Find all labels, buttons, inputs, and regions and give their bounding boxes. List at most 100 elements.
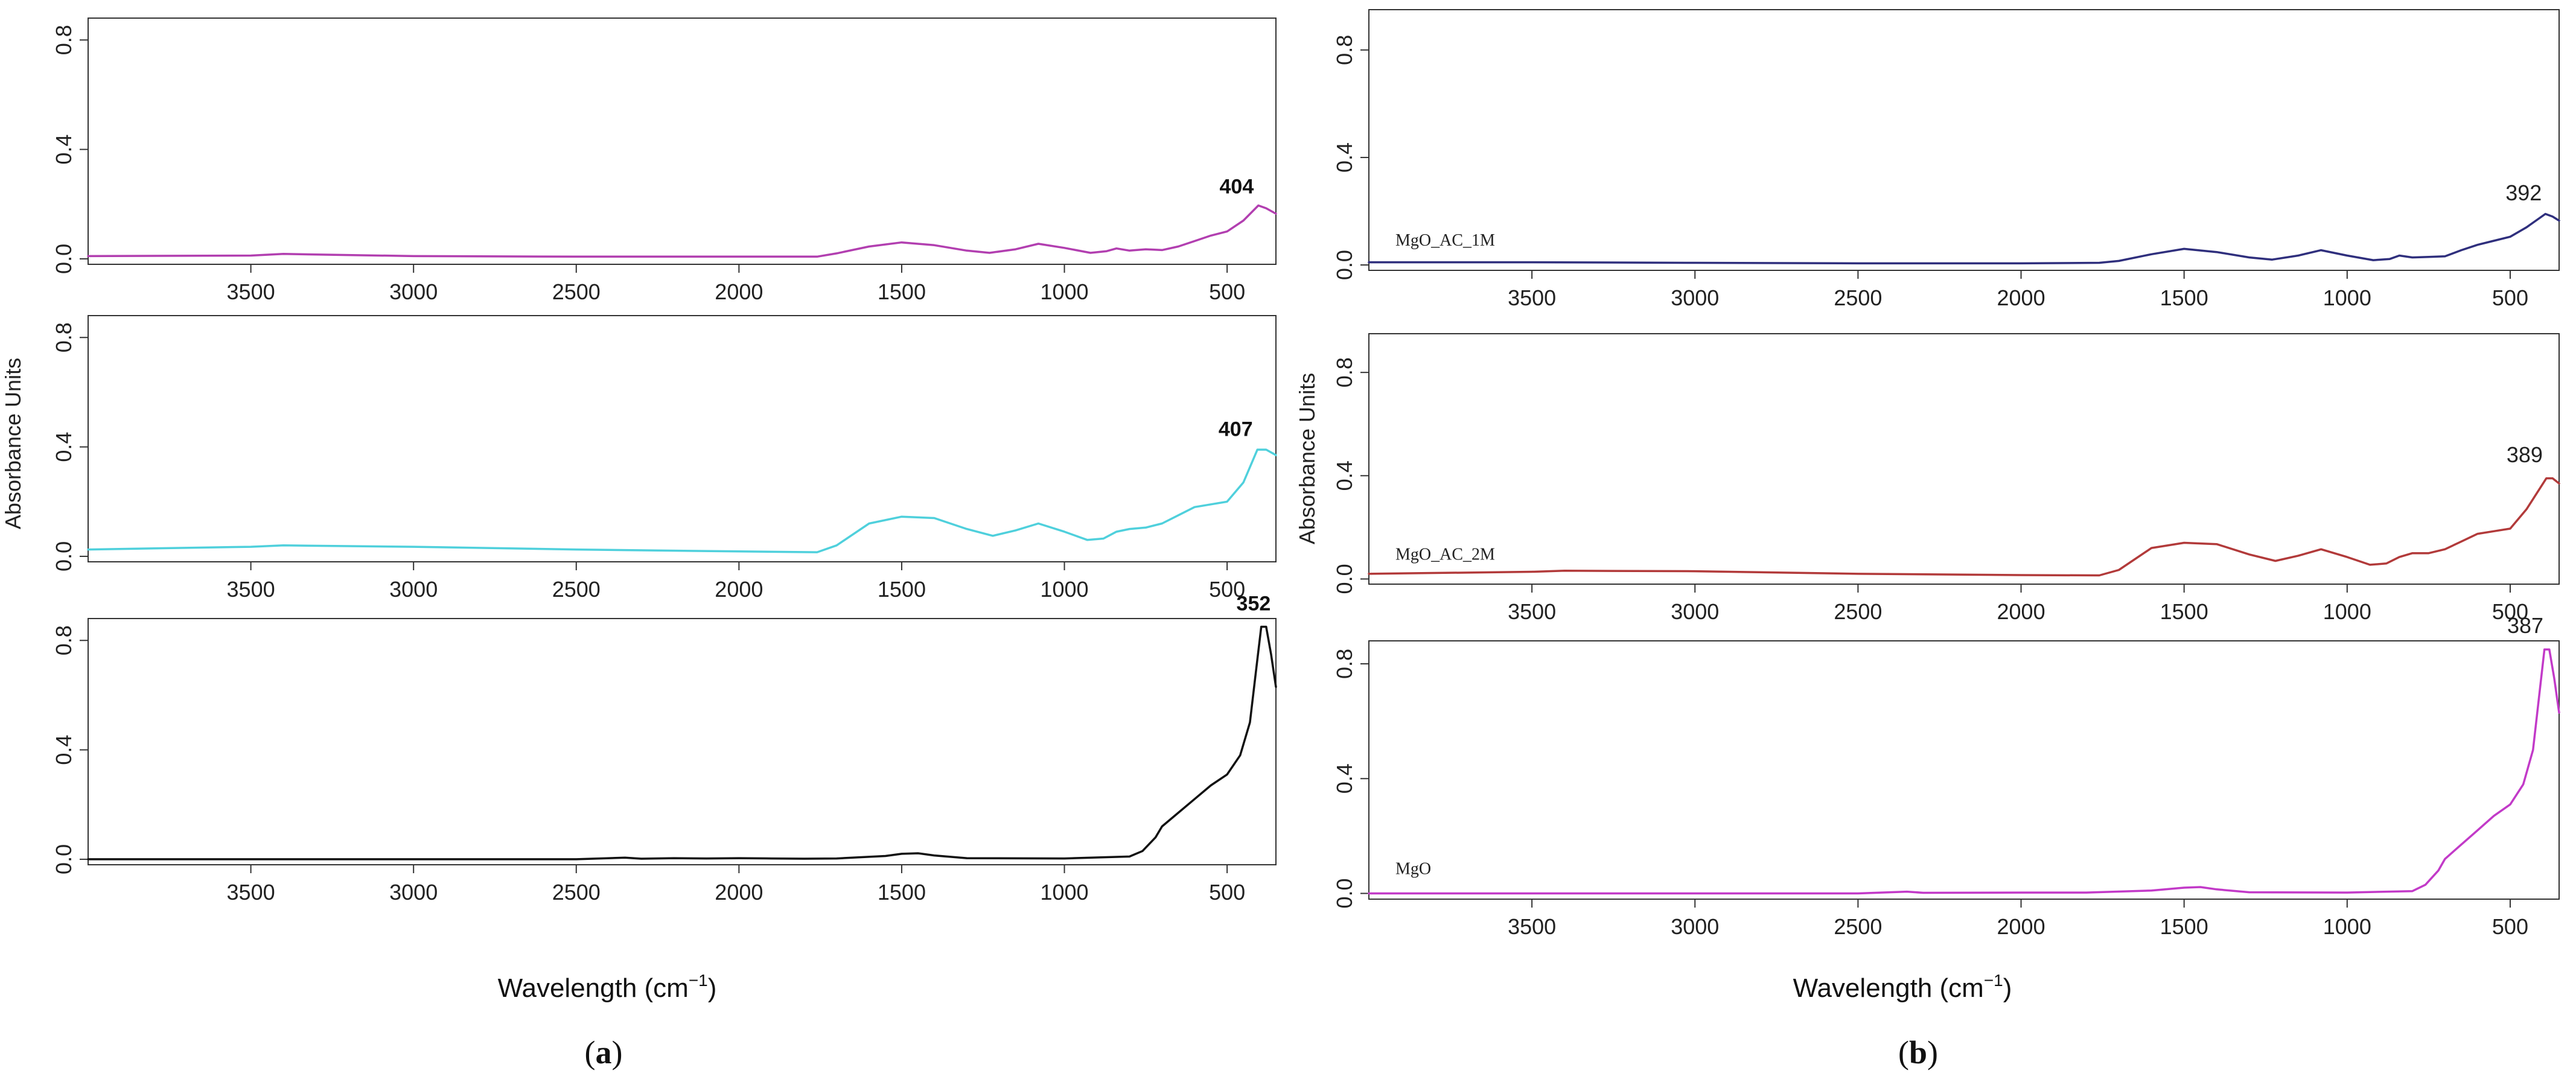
x-axis-label-a: Wavelength (cm−1) bbox=[498, 971, 717, 1003]
chart-b-top-series-line bbox=[1368, 212, 2560, 265]
chart-a-middle-y-tick-label: 0.4 bbox=[51, 432, 76, 462]
chart-a-bottom-y-tick-label: 0.4 bbox=[51, 735, 76, 765]
chart-b-bottom-y-tick-label: 0.4 bbox=[1332, 763, 1357, 794]
chart-b-top-x-tick-label: 2500 bbox=[1834, 285, 1882, 310]
chart-a-bottom-peak-label: 352 bbox=[1237, 593, 1271, 616]
chart-a-middle-y-tick-label: 0.8 bbox=[51, 322, 76, 352]
panel-label-a-close: ) bbox=[612, 1034, 623, 1071]
plots-layer: 3500 3000 2500 2000 1500 1000 500 0.0 0.4 0.8 404 3… bbox=[51, 9, 2560, 939]
chart-a-bottom-y-tick-label: 0.8 bbox=[51, 625, 76, 655]
chart-b-top-sample-label: MgO_AC_1M bbox=[1395, 231, 1495, 250]
panel-label-b-open: ( bbox=[1898, 1034, 1909, 1071]
chart-b-top-x-tick-label: 1000 bbox=[2323, 285, 2371, 310]
x-axis-label-a-main: Wavelength (cm bbox=[498, 973, 689, 1003]
chart-a-top-x-tick-label: 2000 bbox=[715, 279, 763, 304]
chart-b-bottom-y-tick-label: 0.0 bbox=[1332, 878, 1357, 908]
chart-a-middle-x-tick-label: 3000 bbox=[389, 577, 438, 602]
chart-b-top-y-tick-label: 0.8 bbox=[1332, 35, 1357, 65]
chart-a-top-series-line bbox=[87, 204, 1277, 258]
x-axis-label-b-sup: −1 bbox=[1984, 971, 2003, 990]
x-axis-label-b: Wavelength (cm−1) bbox=[1793, 971, 2012, 1003]
chart-a-bottom-x-tick-label: 2000 bbox=[715, 880, 763, 905]
chart-b-top-x-tick-label: 2000 bbox=[1997, 285, 2045, 310]
panel-label-b: (b) bbox=[1898, 1034, 1938, 1071]
panel-label-a-letter: a bbox=[596, 1034, 612, 1071]
x-axis-label-b-close: ) bbox=[2003, 973, 2012, 1003]
chart-b-top-x-tick-label: 500 bbox=[2492, 285, 2528, 310]
chart-a-top-x-tick-label: 3500 bbox=[227, 279, 275, 304]
panel-label-b-letter: b bbox=[1909, 1034, 1927, 1071]
chart-a-middle-x-tick-label: 3500 bbox=[227, 577, 275, 602]
chart-b-top-peak-label: 392 bbox=[2505, 180, 2542, 205]
chart-b-top-x-tick-label: 3000 bbox=[1671, 285, 1719, 310]
chart-b-middle-y-tick-label: 0.4 bbox=[1332, 460, 1357, 491]
chart-a-bottom-frame bbox=[88, 618, 1277, 865]
chart-b-middle-sample-label: MgO_AC_2M bbox=[1395, 545, 1495, 564]
chart-b-bottom-x-tick-label: 3000 bbox=[1671, 914, 1719, 939]
chart-b-top-x-tick-label: 1500 bbox=[2160, 285, 2208, 310]
chart-a-top-y-tick-label: 0.0 bbox=[51, 244, 76, 274]
chart-a-middle-y-tick-label: 0.0 bbox=[51, 541, 76, 571]
chart-b-top-y-tick-label: 0.4 bbox=[1332, 142, 1357, 173]
chart-b-bottom-series-line bbox=[1368, 648, 2560, 895]
chart-b-middle-x-tick-label: 2500 bbox=[1834, 599, 1882, 624]
chart-a-bottom-x-tick-label: 500 bbox=[1209, 880, 1245, 905]
chart-a-middle-x-tick-label: 500 bbox=[1209, 577, 1245, 602]
y-axis-label-a: Absorbance Units bbox=[1, 358, 25, 529]
chart-b-bottom-sample-label: MgO bbox=[1395, 859, 1431, 878]
chart-a-top-x-tick-label: 3000 bbox=[389, 279, 438, 304]
chart-a-middle: 3500 3000 2500 2000 1500 1000 500 0.0 0.4 0.8 407 bbox=[51, 315, 1277, 602]
chart-b-middle-frame bbox=[1368, 333, 2560, 585]
chart-b-top-x-tick-label: 3500 bbox=[1508, 285, 1556, 310]
chart-b-bottom-x-tick-label: 1000 bbox=[2323, 914, 2371, 939]
chart-b-bottom-x-tick-label: 2000 bbox=[1997, 914, 2045, 939]
chart-a-bottom-series-line bbox=[87, 625, 1277, 861]
chart-b-middle-x-tick-label: 500 bbox=[2492, 599, 2528, 624]
chart-a-middle-x-tick-label: 1000 bbox=[1040, 577, 1088, 602]
panel-label-a: (a) bbox=[585, 1034, 623, 1071]
chart-a-bottom-y-tick-label: 0.0 bbox=[51, 844, 76, 874]
x-axis-label-a-close: ) bbox=[708, 973, 717, 1003]
chart-b-top-y-tick-label: 0.0 bbox=[1332, 250, 1357, 280]
chart-a-top-y-tick-label: 0.8 bbox=[51, 25, 76, 55]
chart-b-middle-y-tick-label: 0.0 bbox=[1332, 564, 1357, 594]
chart-a-middle-x-tick-label: 2000 bbox=[715, 577, 763, 602]
chart-b-middle-peak-label: 389 bbox=[2507, 442, 2543, 467]
chart-a-top-frame bbox=[88, 18, 1277, 265]
chart-a-bottom-x-tick-label: 3000 bbox=[389, 880, 438, 905]
chart-a-middle-x-tick-label: 2500 bbox=[552, 577, 601, 602]
chart-a-top: 3500 3000 2500 2000 1500 1000 500 0.0 0.4 0.8 404 bbox=[51, 18, 1277, 304]
chart-b-middle-x-tick-label: 3500 bbox=[1508, 599, 1556, 624]
chart-b-middle-x-tick-label: 1500 bbox=[2160, 599, 2208, 624]
chart-a-top-y-tick-label: 0.4 bbox=[51, 135, 76, 165]
chart-b-bottom-x-tick-label: 3500 bbox=[1508, 914, 1556, 939]
chart-b-bottom-peak-label: 387 bbox=[2507, 613, 2543, 638]
chart-b-middle-x-tick-label: 2000 bbox=[1997, 599, 2045, 624]
chart-b-bottom-frame bbox=[1368, 640, 2560, 900]
chart-a-top-x-tick-label: 1000 bbox=[1040, 279, 1088, 304]
chart-a-bottom-x-tick-label: 2500 bbox=[552, 880, 601, 905]
chart-b-middle: 3500 3000 2500 2000 1500 1000 500 0.0 0.4 0.8 389 M… bbox=[1332, 333, 2560, 624]
chart-a-middle-peak-label: 407 bbox=[1219, 418, 1253, 441]
chart-a-bottom-x-tick-label: 3500 bbox=[227, 880, 275, 905]
chart-b-middle-x-tick-label: 1000 bbox=[2323, 599, 2371, 624]
chart-a-bottom-x-tick-label: 1000 bbox=[1040, 880, 1088, 905]
chart-a-bottom: 3500 3000 2500 2000 1500 1000 500 0.0 0.4 0.8 352 bbox=[51, 593, 1277, 905]
chart-a-middle-series-line bbox=[87, 448, 1277, 553]
chart-b-bottom-x-tick-label: 2500 bbox=[1834, 914, 1882, 939]
panel-label-b-close: ) bbox=[1927, 1034, 1938, 1071]
chart-a-top-x-tick-label: 2500 bbox=[552, 279, 601, 304]
chart-b-middle-y-tick-label: 0.8 bbox=[1332, 357, 1357, 387]
chart-b-middle-x-tick-label: 3000 bbox=[1671, 599, 1719, 624]
chart-b-top: 3500 3000 2500 2000 1500 1000 500 0.0 0.4 0.8 392 M… bbox=[1332, 9, 2560, 310]
chart-b-middle-series-line bbox=[1368, 477, 2560, 577]
chart-b-bottom-x-tick-label: 500 bbox=[2492, 914, 2528, 939]
chart-b-bottom: 3500 3000 2500 2000 1500 1000 500 0.0 0.4 0.8 387 M… bbox=[1332, 613, 2560, 939]
chart-a-middle-frame bbox=[88, 315, 1277, 562]
chart-a-bottom-x-tick-label: 1500 bbox=[878, 880, 926, 905]
chart-a-top-peak-label: 404 bbox=[1220, 175, 1254, 198]
x-axis-label-b-main: Wavelength (cm bbox=[1793, 973, 1984, 1003]
chart-a-top-x-tick-label: 500 bbox=[1209, 279, 1245, 304]
